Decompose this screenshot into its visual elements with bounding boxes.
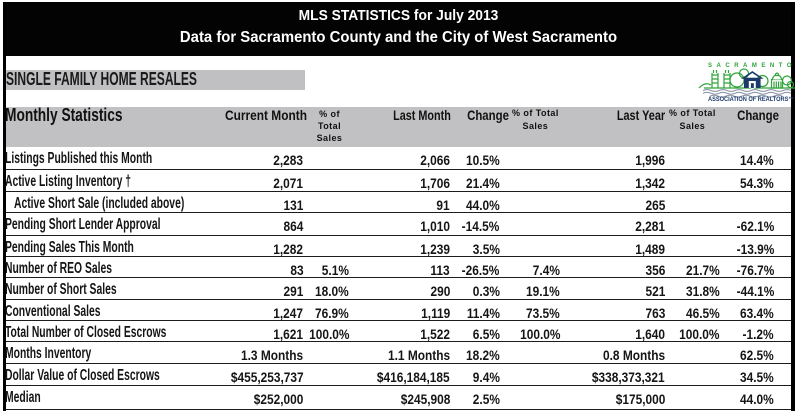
svg-text:SACRAMENTO: SACRAMENTO: [708, 62, 796, 69]
svg-text:ASSOCIATION OF REALTORS™: ASSOCIATION OF REALTORS™: [708, 96, 794, 103]
